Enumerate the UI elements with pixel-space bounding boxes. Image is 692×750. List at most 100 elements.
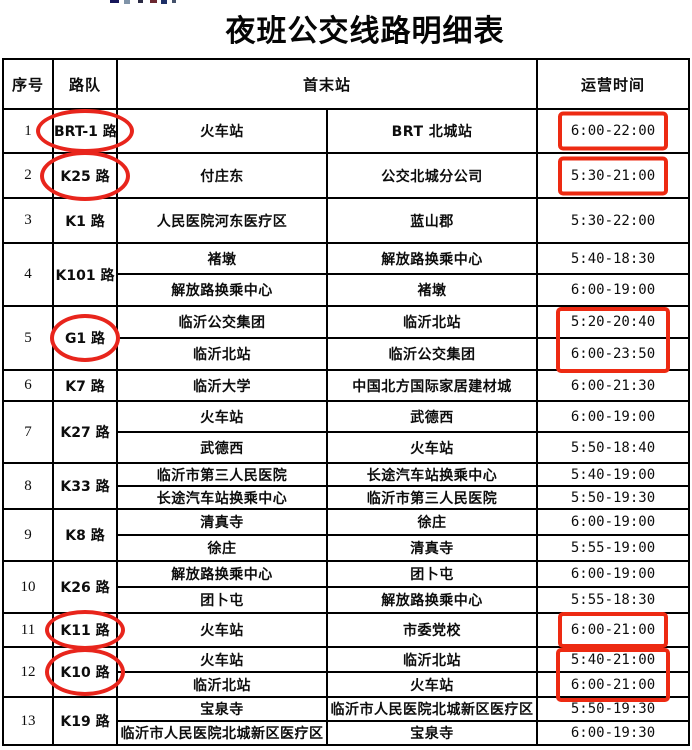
seq-cell: 13 <box>2 696 54 746</box>
station-to-cell: 临沂市第三人民医院 <box>325 485 539 510</box>
table-header-row: 序号 路队 首末站 运营时间 <box>2 58 691 110</box>
station-from-cell: 火车站 <box>116 108 328 154</box>
station-from-cell: 徐庄 <box>116 534 328 562</box>
seq-cell: 2 <box>2 152 54 199</box>
station-to-cell: 火车站 <box>325 431 539 464</box>
cropped-text-remnant <box>172 0 176 3</box>
time-label: 5:20-20:40 <box>570 314 656 330</box>
route-cell: K1 路 <box>52 197 118 244</box>
station-to-cell: 蓝山郡 <box>325 197 539 244</box>
seq-cell: 5 <box>2 305 54 371</box>
seq-cell: 12 <box>2 646 54 698</box>
station-from-cell: 付庄东 <box>116 152 328 199</box>
time-cell: 6:00-19:30 <box>536 720 691 746</box>
table-row: 9 K8 路 清真寺 徐庄 6:00-19:00 <box>2 508 691 562</box>
station-from-cell: 清真寺 <box>116 508 328 536</box>
time-cell: 6:00-23:50 <box>536 337 691 371</box>
cropped-text-remnant <box>150 0 157 3</box>
time-cell: 6:00-19:00 <box>536 560 691 588</box>
route-cell: K11 路 <box>45 610 125 650</box>
time-cell: 6:00-19:00 <box>536 273 691 307</box>
route-label: K11 路 <box>60 623 110 639</box>
table-subrow: 长途汽车站换乘中心 临沂市第三人民医院 5:50-19:30 <box>3 485 691 510</box>
header-stations: 首末站 <box>115 58 539 110</box>
time-cell: 6:00-19:00 <box>536 508 691 536</box>
cropped-text-remnant <box>161 0 167 4</box>
route-cell: K26 路 <box>52 560 118 614</box>
station-from-cell: 临沂市人民医院北城新区医疗区 <box>116 720 328 746</box>
station-to-cell: 临沂北站 <box>325 305 539 339</box>
station-from-cell: 火车站 <box>116 612 328 648</box>
table-row: 13 K19 路 宝泉寺 临沂市人民医院北城新区医疗区 5:50-19:30 <box>2 696 691 746</box>
station-to-cell: 解放路换乘中心 <box>325 242 539 275</box>
time-cell: 5:40-21:00 <box>536 646 691 702</box>
time-cell: 6:00-21:00 <box>536 612 691 648</box>
cropped-text-remnant <box>110 0 119 3</box>
table-subrow: 团卜屯 解放路换乘中心 5:55-18:30 <box>3 586 691 614</box>
station-from-cell: 解放路换乘中心 <box>116 560 328 588</box>
time-cell: 6:00-21:30 <box>536 369 691 402</box>
table-row: 11 K11 路 火车站 市委党校 6:00-21:00 <box>2 610 691 650</box>
station-to-cell: 中国北方国际家居建材城 <box>325 369 539 402</box>
station-from-cell: 火车站 <box>116 646 328 673</box>
station-from-cell: 火车站 <box>116 400 328 433</box>
seq-cell: 10 <box>2 560 54 614</box>
route-label: K10 路 <box>60 665 110 681</box>
route-cell: K27 路 <box>52 400 118 464</box>
route-label: K25 路 <box>60 168 110 185</box>
station-to-cell: 清真寺 <box>325 534 539 562</box>
station-to-cell: 市委党校 <box>325 612 539 648</box>
station-to-cell: 临沂公交集团 <box>325 337 539 371</box>
seq-cell: 6 <box>2 369 54 402</box>
station-from-cell: 临沂大学 <box>116 369 328 402</box>
table-row: 5 G1 路 临沂公交集团 临沂北站 5:20-20:40 <box>2 305 691 373</box>
seq-cell: 8 <box>2 462 54 510</box>
route-cell: BRT-1 路 <box>36 108 134 154</box>
station-from-cell: 临沂市第三人民医院 <box>116 462 328 487</box>
table-row: 1 BRT-1 路 火车站 BRT 北城站 6:00-22:00 <box>2 108 691 154</box>
time-cell: 5:50-19:30 <box>536 485 691 510</box>
route-label: BRT-1 路 <box>54 124 117 140</box>
time-cell: 6:00-21:00 <box>536 671 691 698</box>
route-label: G1 路 <box>64 331 106 347</box>
route-cell: K101 路 <box>52 242 118 307</box>
time-label: 6:00-22:00 <box>570 123 656 139</box>
station-from-cell: 长途汽车站换乘中心 <box>116 485 328 510</box>
table-row: 4 K101 路 褚墩 解放路换乘中心 5:40-18:30 <box>2 242 691 307</box>
table-row: 8 K33 路 临沂市第三人民医院 长途汽车站换乘中心 5:40-19:00 <box>2 462 691 510</box>
table-subrow: 解放路换乘中心 褚墩 6:00-19:00 <box>3 273 691 307</box>
table-row: 3 K1 路 人民医院河东医疗区 蓝山郡 5:30-22:00 <box>2 197 691 244</box>
table-subrow: 武德西 火车站 5:50-18:40 <box>3 431 691 464</box>
time-label: 5:40-21:00 <box>570 651 656 668</box>
station-from-cell: 人民医院河东医疗区 <box>116 197 328 244</box>
time-cell: 6:00-19:00 <box>536 400 691 433</box>
station-to-cell: 长途汽车站换乘中心 <box>325 462 539 487</box>
time-cell: 5:20-20:40 <box>536 305 691 373</box>
table-subrow: 徐庄 清真寺 5:55-19:00 <box>3 534 691 562</box>
table-row: 2 K25 路 付庄东 公交北城分公司 5:30-21:00 <box>2 150 691 201</box>
header-hours: 运营时间 <box>536 58 691 110</box>
route-cell: G1 路 <box>50 305 120 371</box>
station-from-cell: 团卜屯 <box>116 586 328 614</box>
station-to-cell: BRT 北城站 <box>325 108 539 154</box>
table-subrow: 临沂市人民医院北城新区医疗区 宝泉寺 6:00-19:30 <box>3 720 691 746</box>
seq-cell: 7 <box>2 400 54 464</box>
time-cell: 5:30-21:00 <box>536 152 691 199</box>
station-to-cell: 公交北城分公司 <box>325 152 539 199</box>
time-label: 5:30-21:00 <box>570 167 656 184</box>
route-cell: K19 路 <box>52 696 118 746</box>
station-from-cell: 宝泉寺 <box>116 696 328 722</box>
cropped-text-remnant <box>124 0 130 4</box>
route-cell: K33 路 <box>52 462 118 510</box>
station-from-cell: 武德西 <box>116 431 328 464</box>
time-cell: 5:40-18:30 <box>536 242 691 275</box>
route-cell: K10 路 <box>45 646 125 698</box>
station-to-cell: 团卜屯 <box>325 560 539 588</box>
station-to-cell: 火车站 <box>325 671 539 698</box>
time-cell: 5:30-22:00 <box>536 197 691 244</box>
seq-cell: 4 <box>2 242 54 307</box>
station-from-cell: 临沂北站 <box>116 671 328 698</box>
seq-cell: 11 <box>2 612 54 648</box>
route-cell: K7 路 <box>52 369 118 402</box>
